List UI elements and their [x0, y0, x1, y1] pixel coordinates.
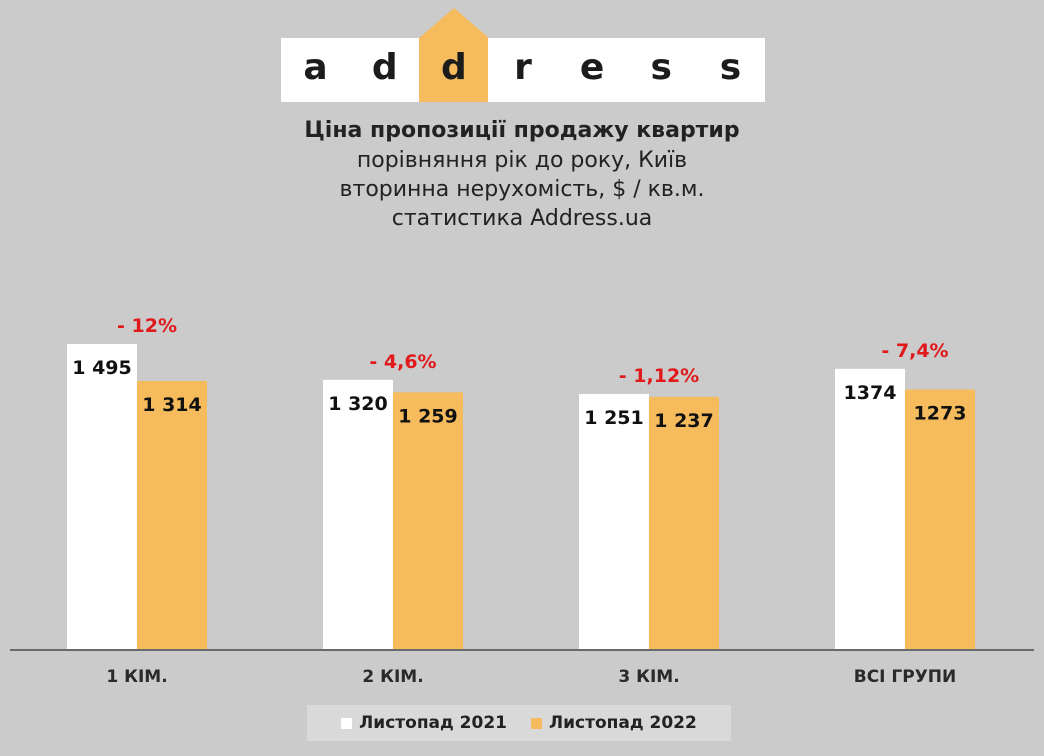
chart-titles: Ціна пропозиції продажу квартир порівнян… — [0, 116, 1044, 233]
bar-value-label: 1374 — [844, 382, 897, 404]
logo-letter: s — [719, 47, 742, 88]
chart-legend: Листопад 2021 Листопад 2022 — [307, 705, 731, 741]
bar — [67, 344, 137, 650]
bar — [579, 393, 649, 650]
legend-label: Листопад 2022 — [549, 713, 697, 733]
x-tick-label: ВСІ ГРУПИ — [854, 667, 957, 687]
logo-letter: d — [419, 38, 489, 102]
bar-value-label: 1273 — [914, 402, 967, 424]
bar — [835, 368, 905, 650]
legend-swatch — [531, 717, 542, 729]
logo-letter: e — [579, 47, 605, 88]
chart-subtitle-line: вторинна нерухомість, $ / кв.м. — [339, 177, 705, 202]
logo-letter: r — [514, 47, 532, 88]
legend-item: Листопад 2021 — [341, 713, 507, 733]
legend-item: Листопад 2022 — [531, 713, 697, 733]
logo-letter: s — [650, 47, 672, 88]
x-tick-label: 1 КІМ. — [106, 667, 167, 687]
bar-value-label: 1 314 — [142, 394, 202, 416]
bar-chart: 1 495 1 314 - 12% 1 КІМ. 1 320 1 259 - 4,6% 2 К… — [10, 315, 1034, 687]
bar-value-label: 1 237 — [654, 410, 714, 432]
chart-subtitle-line: статистика Address.ua — [391, 206, 653, 231]
bar-value-label: 1 320 — [328, 393, 388, 415]
logo-arrow — [418, 8, 490, 39]
bar-value-label: 1 251 — [584, 407, 644, 429]
bar — [323, 379, 393, 650]
bar — [137, 381, 207, 650]
change-label: - 12% — [117, 315, 177, 337]
change-label: - 4,6% — [369, 351, 436, 373]
bar-value-label: 1 495 — [72, 357, 132, 379]
chart-subtitle-line: порівняння рік до року, Київ — [356, 148, 688, 173]
change-label: - 1,12% — [619, 365, 699, 387]
legend-label: Листопад 2021 — [359, 713, 507, 733]
logo-letter: a — [303, 47, 328, 88]
bar — [393, 392, 463, 650]
legend-swatch — [341, 717, 353, 729]
x-tick-label: 2 КІМ. — [362, 667, 423, 687]
bar — [905, 389, 975, 650]
bar — [649, 396, 719, 650]
logo-letter: d — [371, 47, 398, 88]
chart-title: Ціна пропозиції продажу квартир — [304, 118, 740, 143]
bar-value-label: 1 259 — [398, 405, 458, 427]
x-tick-label: 3 КІМ. — [618, 667, 679, 687]
change-label: - 7,4% — [881, 340, 948, 362]
